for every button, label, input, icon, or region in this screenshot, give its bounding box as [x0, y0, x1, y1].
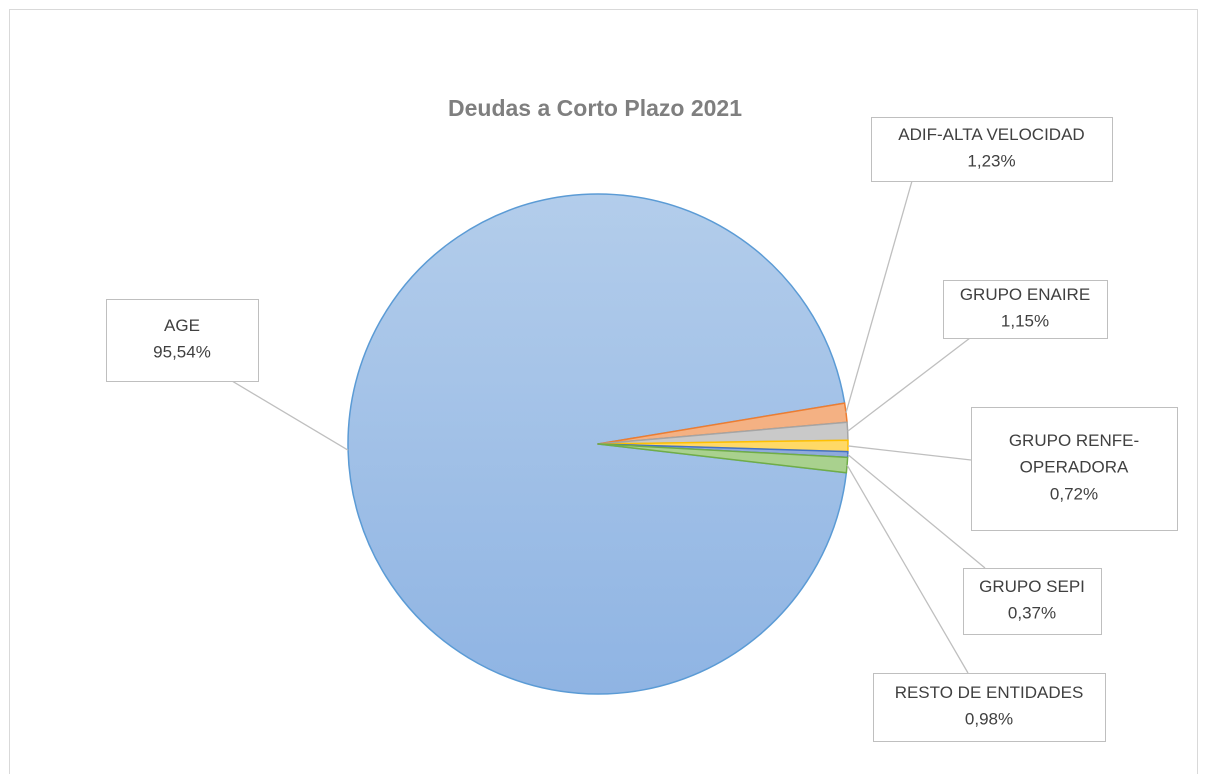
slice-label: GRUPO ENAIRE: [960, 285, 1090, 304]
chart-title: Deudas a Corto Plazo 2021: [448, 95, 742, 121]
leader-line: [847, 337, 971, 432]
slice-value-label: 0,37%: [1008, 604, 1056, 623]
label-box: [943, 280, 1108, 339]
slice-label: ADIF-ALTA VELOCIDAD: [898, 125, 1084, 144]
label-box: [963, 568, 1102, 635]
slice-value-label: 0,72%: [1050, 484, 1098, 503]
leader-line: [847, 453, 986, 569]
slice-label: GRUPO SEPI: [979, 577, 1085, 596]
leader-line: [847, 445, 972, 461]
leader-line: [846, 464, 969, 674]
slice-label: GRUPO RENFE-OPERADORA: [1009, 431, 1139, 477]
slice-value-label: 1,23%: [967, 152, 1015, 171]
leader-line: [231, 380, 349, 451]
pie-slice: [597, 443, 849, 474]
slice-value-label: 0,98%: [965, 710, 1013, 729]
slice-value-label: 1,15%: [1001, 312, 1049, 331]
leader-line: [845, 180, 913, 413]
slice-label: AGE: [164, 316, 200, 335]
label-box: [873, 673, 1106, 742]
label-box: [971, 407, 1178, 531]
slice-value-label: 95,54%: [153, 343, 211, 362]
label-box: [106, 299, 259, 382]
slice-label: RESTO DE ENTIDADES: [895, 683, 1084, 702]
label-box: [871, 117, 1113, 182]
